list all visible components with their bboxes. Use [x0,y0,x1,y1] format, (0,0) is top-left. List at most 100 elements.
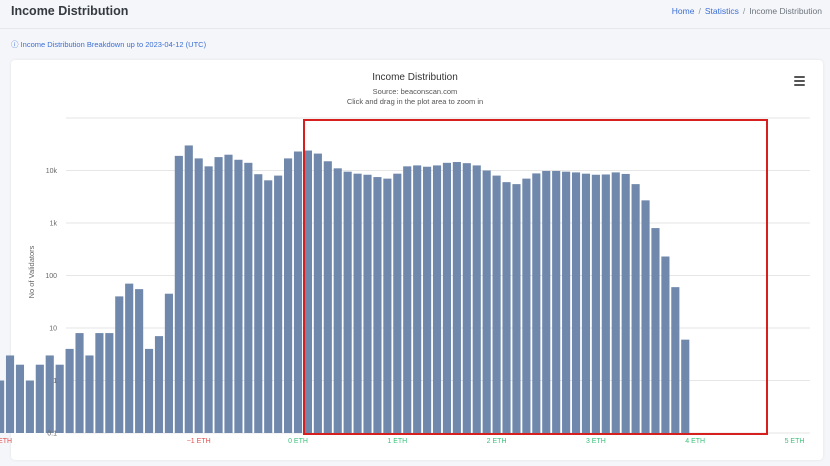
bar[interactable] [174,155,183,433]
bar[interactable] [45,355,54,433]
chart-y-axis: 0.1 1 10 100 1k 10k [45,168,57,438]
bar[interactable] [154,336,164,433]
bar[interactable] [462,163,471,433]
bar[interactable] [0,380,5,434]
bar[interactable] [85,355,94,433]
bar[interactable] [423,166,432,434]
bar[interactable] [601,174,610,434]
bar[interactable] [115,296,124,433]
x-tick-label: 5 ETH [785,438,805,445]
bar[interactable] [512,184,521,433]
bar[interactable] [244,162,253,433]
breadcrumb-current: Income Distribution [749,6,822,16]
info-note: ⓘ Income Distribution Breakdown up to 20… [11,40,207,49]
bar[interactable] [274,175,283,433]
bar[interactable] [641,200,650,433]
chart-bars [0,145,690,434]
page-title: Income Distribution [11,4,129,18]
y-tick-label: 10 [49,326,57,333]
y-tick-label: 100 [45,273,57,280]
bar[interactable] [144,348,154,433]
bar[interactable] [472,165,481,433]
bar[interactable] [125,283,134,433]
bar[interactable] [442,162,452,433]
bar[interactable] [373,177,382,433]
bar[interactable] [135,289,144,433]
breadcrumb-separator: / [742,6,746,16]
bar[interactable] [611,172,620,433]
bar[interactable] [95,333,104,433]
chart-title: Income Distribution [372,72,458,83]
bar[interactable] [432,165,442,433]
bar[interactable] [224,154,233,433]
x-tick-label: 3 ETH [586,438,606,445]
bar[interactable] [105,333,114,433]
bar[interactable] [15,364,25,433]
bar[interactable] [194,158,203,433]
bar[interactable] [204,166,213,433]
bar[interactable] [75,333,84,433]
bar[interactable] [343,171,352,434]
bar[interactable] [581,173,591,433]
bar[interactable] [25,380,34,434]
bar[interactable] [631,184,640,433]
hamburger-menu-icon[interactable] [792,74,808,88]
bar[interactable] [591,174,600,433]
y-axis-title: No of Validators [27,245,36,298]
bar[interactable] [383,178,392,433]
header-divider [0,28,830,29]
bar[interactable] [184,145,193,433]
bar[interactable] [681,339,690,433]
bar[interactable] [482,170,491,434]
breadcrumb-separator: / [698,6,701,16]
y-tick-label: 0.1 [47,431,57,438]
bar[interactable] [571,172,581,433]
bar[interactable] [413,165,422,433]
chart-subtitle: Source: beaconscan.com Click and drag in… [0,87,830,106]
bar[interactable] [502,182,511,433]
bar[interactable] [353,173,362,433]
bar[interactable] [5,355,15,433]
bar[interactable] [164,293,173,433]
bar[interactable] [671,287,680,433]
bar[interactable] [333,168,342,433]
bar[interactable] [522,178,531,433]
bar[interactable] [562,171,571,434]
x-tick-label: −3 ETH [0,438,12,445]
bar[interactable] [264,180,273,433]
bar[interactable] [234,159,243,433]
bar[interactable] [313,153,322,433]
bar[interactable] [323,161,332,433]
y-tick-label: 1k [50,221,58,228]
bar[interactable] [651,228,660,433]
bar[interactable] [254,174,263,433]
x-tick-label: 2 ETH [487,438,507,445]
bar[interactable] [65,348,74,433]
breadcrumb-home-link[interactable]: Home [671,6,695,16]
bar[interactable] [363,174,372,433]
bar[interactable] [284,158,293,433]
bar[interactable] [55,364,64,433]
bar[interactable] [661,256,670,433]
bar[interactable] [542,170,551,433]
x-tick-label: −1 ETH [187,438,211,445]
bar[interactable] [393,173,402,433]
bar[interactable] [621,173,630,433]
x-tick-label: 4 ETH [685,438,705,445]
breadcrumb-statistics-link[interactable]: Statistics [704,6,739,16]
bar[interactable] [532,173,541,433]
bar[interactable] [452,162,461,433]
chart-zoom-hint: Click and drag in the plot area to zoom … [346,96,484,106]
top-bar: Income Distribution Home / Statistics / Inco… [0,0,830,28]
bar[interactable] [214,157,223,433]
bar[interactable] [35,364,44,433]
y-tick-label: 1 [53,378,57,385]
bar[interactable] [492,175,501,433]
chart-x-axis: −3 ETH −1 ETH 0 ETH 1 ETH 2 ETH 3 ETH 4 ETH 5 E… [0,438,804,445]
bar[interactable] [403,166,412,433]
bar[interactable] [552,170,561,433]
bar[interactable] [293,151,303,433]
bar[interactable] [303,150,312,434]
x-tick-label: 1 ETH [387,438,407,445]
